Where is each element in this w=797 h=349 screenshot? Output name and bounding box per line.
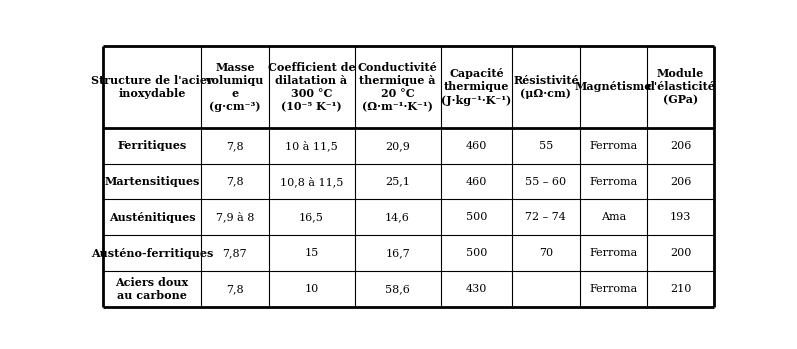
Text: 7,8: 7,8 [226, 284, 244, 294]
Bar [441, 235, 512, 271]
Text: Ferroma: Ferroma [589, 284, 638, 294]
Text: 10 à 11,5: 10 à 11,5 [285, 141, 338, 151]
Bar [441, 164, 512, 199]
Text: 7,87: 7,87 [222, 248, 247, 258]
Text: 55 – 60: 55 – 60 [525, 177, 567, 187]
Bar [647, 128, 714, 164]
Bar [579, 235, 647, 271]
Text: 72 – 74: 72 – 74 [525, 212, 567, 222]
Bar [647, 164, 714, 199]
Text: 14,6: 14,6 [385, 212, 410, 222]
Text: Austénitiques: Austénitiques [108, 212, 195, 223]
Bar [269, 46, 355, 128]
Text: 460: 460 [465, 177, 487, 187]
Bar [103, 46, 201, 128]
Text: 15: 15 [304, 248, 319, 258]
Bar [103, 235, 201, 271]
Bar [647, 271, 714, 306]
Text: 10: 10 [304, 284, 319, 294]
Text: Module
d'élasticité
(GPa): Module d'élasticité (GPa) [646, 68, 715, 106]
Text: Ferroma: Ferroma [589, 248, 638, 258]
Text: Austéno-ferritiques: Austéno-ferritiques [91, 247, 213, 259]
Bar [441, 128, 512, 164]
Text: Masse
volumiqu
e
(g·cm⁻³): Masse volumiqu e (g·cm⁻³) [206, 61, 264, 112]
Bar [269, 164, 355, 199]
Text: Martensitiques: Martensitiques [104, 176, 199, 187]
Text: 206: 206 [669, 177, 691, 187]
Bar [201, 164, 269, 199]
Text: Structure de l'acier
inoxydable: Structure de l'acier inoxydable [91, 75, 213, 99]
Text: Capacité
thermique
(J·kg⁻¹·K⁻¹): Capacité thermique (J·kg⁻¹·K⁻¹) [442, 68, 512, 106]
Text: 430: 430 [465, 284, 487, 294]
Text: 25,1: 25,1 [385, 177, 410, 187]
Text: Ferroma: Ferroma [589, 141, 638, 151]
Text: 210: 210 [669, 284, 691, 294]
Bar [647, 235, 714, 271]
Bar [512, 271, 579, 306]
Bar [355, 235, 441, 271]
Bar [512, 46, 579, 128]
Text: 55: 55 [539, 141, 553, 151]
Bar [512, 128, 579, 164]
Text: Résistivité
(μΩ·cm): Résistivité (μΩ·cm) [513, 75, 579, 99]
Bar [103, 128, 201, 164]
Bar [647, 199, 714, 235]
Bar [201, 235, 269, 271]
Text: Ferritiques: Ferritiques [117, 140, 186, 151]
Bar [579, 199, 647, 235]
Bar [441, 46, 512, 128]
Text: 206: 206 [669, 141, 691, 151]
Bar [441, 199, 512, 235]
Text: 10,8 à 11,5: 10,8 à 11,5 [280, 176, 344, 187]
Bar [355, 46, 441, 128]
Bar [355, 199, 441, 235]
Bar [355, 164, 441, 199]
Bar [579, 271, 647, 306]
Bar [355, 271, 441, 306]
Text: Coefficient de
dilatation à
300 °C
(10⁻⁵ K⁻¹): Coefficient de dilatation à 300 °C (10⁻⁵… [268, 61, 355, 112]
Bar [201, 271, 269, 306]
Text: 16,7: 16,7 [385, 248, 410, 258]
Bar [269, 199, 355, 235]
Bar [579, 46, 647, 128]
Bar [103, 271, 201, 306]
Bar [201, 46, 269, 128]
Text: 200: 200 [669, 248, 691, 258]
Bar [201, 128, 269, 164]
Text: 500: 500 [465, 212, 487, 222]
Bar [201, 199, 269, 235]
Text: 16,5: 16,5 [299, 212, 324, 222]
Text: Conductivité
thermique à
20 °C
(Ω·m⁻¹·K⁻¹): Conductivité thermique à 20 °C (Ω·m⁻¹·K⁻… [358, 61, 438, 112]
Bar [103, 164, 201, 199]
Bar [647, 46, 714, 128]
Text: Magnétisme: Magnétisme [575, 81, 652, 92]
Text: 58,6: 58,6 [385, 284, 410, 294]
Text: 500: 500 [465, 248, 487, 258]
Text: Aciers doux
au carbone: Aciers doux au carbone [116, 277, 189, 301]
Bar [355, 128, 441, 164]
Bar [579, 128, 647, 164]
Bar [269, 235, 355, 271]
Bar [441, 271, 512, 306]
Text: 193: 193 [669, 212, 691, 222]
Bar [103, 199, 201, 235]
Text: Ferroma: Ferroma [589, 177, 638, 187]
Bar [512, 199, 579, 235]
Text: 7,8: 7,8 [226, 177, 244, 187]
Bar [512, 164, 579, 199]
Bar [579, 164, 647, 199]
Text: Ama: Ama [601, 212, 626, 222]
Text: 7,9 à 8: 7,9 à 8 [216, 212, 254, 223]
Text: 70: 70 [539, 248, 553, 258]
Text: 7,8: 7,8 [226, 141, 244, 151]
Bar [269, 128, 355, 164]
Bar [269, 271, 355, 306]
Text: 460: 460 [465, 141, 487, 151]
Bar [512, 235, 579, 271]
Text: 20,9: 20,9 [385, 141, 410, 151]
